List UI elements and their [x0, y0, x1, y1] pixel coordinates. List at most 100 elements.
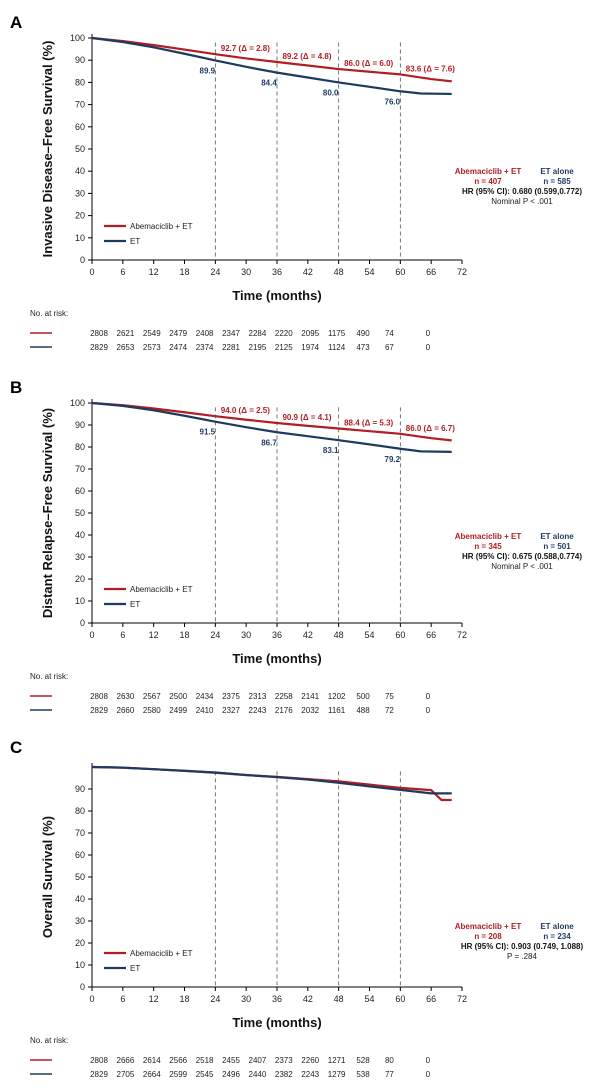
- risk-value-abemaciclib: 2407: [249, 1056, 267, 1065]
- risk-value-et: 2195: [249, 343, 267, 352]
- risk-value-et: 2496: [222, 1070, 240, 1079]
- x-tick-label: 12: [149, 630, 159, 640]
- stats-abema-n: n = 208: [474, 932, 502, 941]
- risk-value-et: 77: [385, 1070, 394, 1079]
- y-tick-label: 0: [80, 982, 85, 992]
- y-tick-label: 30: [75, 188, 85, 198]
- x-tick-label: 30: [241, 267, 251, 277]
- annotation-et: 76.0: [385, 97, 401, 106]
- y-tick-label: 10: [75, 233, 85, 243]
- x-tick-label: 54: [364, 267, 374, 277]
- stats-et-n: n = 501: [543, 542, 571, 551]
- stats-abema-n: n = 407: [474, 177, 502, 186]
- y-tick-label: 40: [75, 894, 85, 904]
- y-tick-label: 70: [75, 828, 85, 838]
- y-tick-label: 40: [75, 166, 85, 176]
- annotation-abemaciclib: 92.7 (Δ = 2.8): [221, 44, 270, 53]
- legend-label-et: ET: [130, 964, 140, 973]
- y-tick-label: 70: [75, 464, 85, 474]
- y-tick-label: 90: [75, 55, 85, 65]
- risk-value-et: 2580: [143, 706, 161, 715]
- stats-et-header: ET alone: [540, 167, 574, 176]
- risk-value-abemaciclib: 2455: [222, 1056, 240, 1065]
- stats-et-header: ET alone: [540, 922, 574, 931]
- risk-value-et: 2545: [196, 1070, 214, 1079]
- series-line-et: [91, 765, 452, 795]
- risk-value-et: 0: [426, 1070, 431, 1079]
- y-tick-label: 20: [75, 211, 85, 221]
- risk-value-abemaciclib: 2284: [249, 329, 267, 338]
- risk-value-abemaciclib: 74: [385, 329, 394, 338]
- risk-value-abemaciclib: 2630: [117, 692, 135, 701]
- risk-value-abemaciclib: 80: [385, 1056, 394, 1065]
- chart-svg: A 0 10 20 30 40 50 60 70 80 90 100 0 6 12 18 24 30 36 42 48 5…: [10, 13, 582, 352]
- stats-p-value: Nominal P < .001: [491, 197, 553, 206]
- series-line-et: [91, 36, 452, 96]
- x-tick-label: 60: [395, 267, 405, 277]
- risk-value-et: 1974: [301, 343, 319, 352]
- annotation-abemaciclib: 86.0 (Δ = 6.7): [406, 424, 455, 433]
- risk-value-et: 2032: [301, 706, 319, 715]
- risk-table-title: No. at risk:: [30, 309, 68, 318]
- risk-value-abemaciclib: 2621: [117, 329, 135, 338]
- x-tick-label: 48: [334, 630, 344, 640]
- x-tick-label: 36: [272, 994, 282, 1004]
- stats-hr: HR (95% CI): 0.903 (0.749, 1.088): [461, 942, 584, 951]
- y-tick-label: 60: [75, 486, 85, 496]
- y-tick-label: 40: [75, 530, 85, 540]
- risk-table-title: No. at risk:: [30, 1036, 68, 1045]
- panel-letter: C: [10, 738, 22, 757]
- x-axis-label: Time (months): [232, 651, 321, 666]
- annotation-et: 84.4: [261, 79, 277, 88]
- annotation-et: 80.0: [323, 88, 339, 97]
- risk-value-abemaciclib: 1175: [328, 329, 346, 338]
- risk-value-et: 2125: [275, 343, 293, 352]
- y-tick-label: 100: [70, 398, 85, 408]
- annotation-et: 83.1: [323, 446, 339, 455]
- y-tick-label: 90: [75, 420, 85, 430]
- risk-value-et: 2573: [143, 343, 161, 352]
- risk-value-abemaciclib: 1202: [328, 692, 346, 701]
- y-tick-label: 50: [75, 872, 85, 882]
- risk-value-et: 2243: [249, 706, 267, 715]
- panel-c: C 0 10 20 30 40 50 60 70 80 90 0 6 12 18 24 30 36 42 48 54 60…: [0, 725, 600, 1090]
- risk-value-abemaciclib: 2500: [169, 692, 187, 701]
- series-line-abemaciclib: [91, 36, 452, 83]
- risk-value-abemaciclib: 2220: [275, 329, 293, 338]
- stats-hr: HR (95% CI): 0.680 (0.599,0.772): [462, 187, 582, 196]
- risk-value-abemaciclib: 0: [426, 329, 431, 338]
- annotation-et: 86.7: [261, 438, 277, 447]
- y-tick-label: 70: [75, 100, 85, 110]
- risk-value-et: 2829: [90, 706, 108, 715]
- risk-value-abemaciclib: 2808: [90, 692, 108, 701]
- x-tick-label: 18: [179, 630, 189, 640]
- risk-value-et: 2829: [90, 343, 108, 352]
- risk-value-et: 2243: [301, 1070, 319, 1079]
- x-tick-label: 60: [395, 630, 405, 640]
- risk-value-et: 72: [385, 706, 394, 715]
- risk-value-et: 2599: [169, 1070, 187, 1079]
- risk-value-abemaciclib: 2808: [90, 1056, 108, 1065]
- risk-value-abemaciclib: 2408: [196, 329, 214, 338]
- y-tick-label: 50: [75, 508, 85, 518]
- y-tick-label: 60: [75, 850, 85, 860]
- risk-value-abemaciclib: 490: [356, 329, 370, 338]
- y-axis-label: Distant Relapse–Free Survival (%): [40, 408, 55, 618]
- y-tick-label: 10: [75, 960, 85, 970]
- risk-value-abemaciclib: 2313: [249, 692, 267, 701]
- risk-value-abemaciclib: 2347: [222, 329, 240, 338]
- risk-value-abemaciclib: 2260: [301, 1056, 319, 1065]
- x-tick-label: 42: [303, 630, 313, 640]
- y-tick-label: 80: [75, 442, 85, 452]
- risk-value-abemaciclib: 2567: [143, 692, 161, 701]
- x-axis-label: Time (months): [232, 288, 321, 303]
- x-tick-label: 0: [89, 630, 94, 640]
- legend-label-abemaciclib: Abemaciclib + ET: [130, 949, 193, 958]
- series-line-abemaciclib: [91, 765, 452, 802]
- risk-value-et: 2382: [275, 1070, 293, 1079]
- x-tick-label: 48: [334, 267, 344, 277]
- risk-value-abemaciclib: 2479: [169, 329, 187, 338]
- x-tick-label: 66: [426, 994, 436, 1004]
- risk-value-et: 2374: [196, 343, 214, 352]
- x-tick-label: 42: [303, 267, 313, 277]
